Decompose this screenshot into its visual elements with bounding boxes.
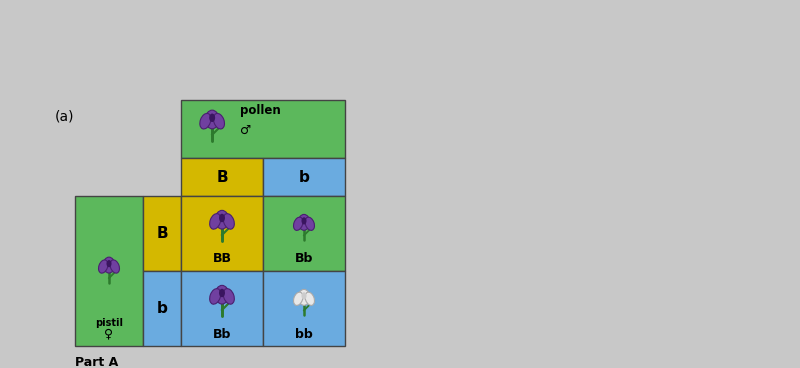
Ellipse shape [219,289,225,297]
Bar [75,196,143,346]
Text: Bb: Bb [213,328,231,340]
Ellipse shape [214,113,225,129]
Text: ♂: ♂ [240,124,251,137]
Ellipse shape [298,289,310,305]
Text: bb: bb [295,328,313,340]
Ellipse shape [305,292,314,305]
Ellipse shape [302,292,306,300]
Ellipse shape [305,217,314,230]
Ellipse shape [294,292,303,305]
Ellipse shape [302,217,306,224]
Bar [181,271,263,346]
Text: BB: BB [213,252,231,265]
Ellipse shape [298,215,310,230]
Bar [263,158,345,196]
Ellipse shape [210,289,221,304]
Ellipse shape [206,110,219,129]
Bar [263,271,345,346]
Ellipse shape [215,210,229,229]
Ellipse shape [294,217,303,230]
Text: b: b [298,170,310,184]
Text: ♀: ♀ [105,328,114,340]
Text: (a): (a) [55,110,74,124]
Text: Part A: Part A [75,356,118,368]
Text: b: b [157,301,167,316]
Text: B: B [156,226,168,241]
Bar [263,196,345,271]
Ellipse shape [223,213,234,229]
Ellipse shape [219,214,225,222]
Ellipse shape [103,257,114,273]
Text: Bb: Bb [295,252,313,265]
Bar [181,158,263,196]
Ellipse shape [98,260,108,273]
Bar [143,271,181,346]
Ellipse shape [223,289,234,304]
Ellipse shape [200,113,211,129]
Text: pollen: pollen [240,104,281,117]
Bar [143,196,181,271]
Ellipse shape [215,285,229,304]
Bar [181,100,345,158]
Text: B: B [216,170,228,184]
Bar [181,196,263,271]
Ellipse shape [106,260,111,267]
Text: pistil: pistil [95,318,123,329]
Ellipse shape [110,260,119,273]
Ellipse shape [209,114,215,122]
Ellipse shape [210,213,221,229]
